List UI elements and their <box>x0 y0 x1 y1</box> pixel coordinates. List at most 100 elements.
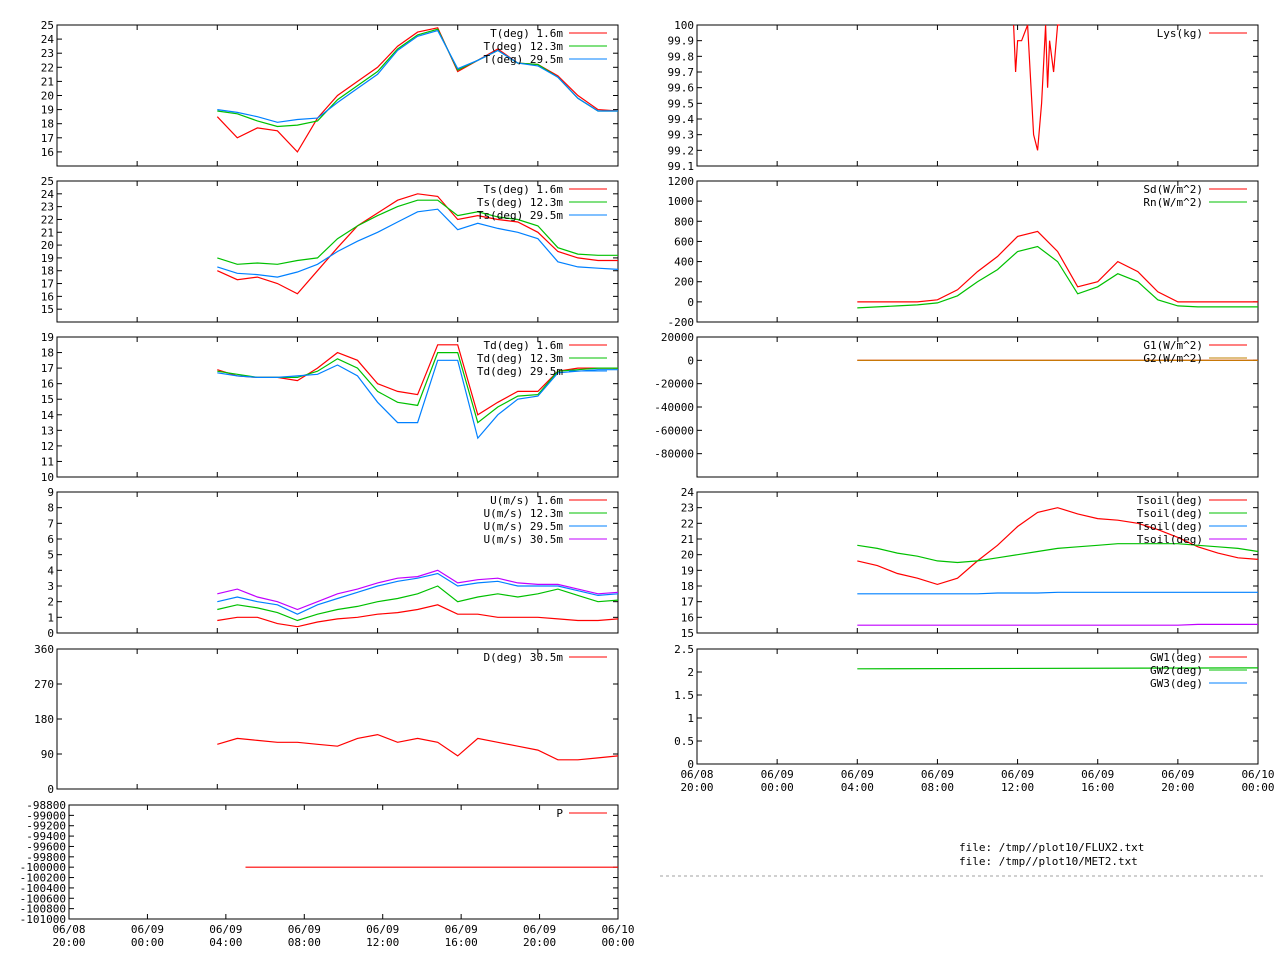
legend-label: Sd(W/m^2) <box>1143 183 1203 196</box>
y-tick-label: 20 <box>681 549 694 562</box>
x-tick-date: 06/09 <box>761 768 794 781</box>
x-tick-time: 20:00 <box>52 936 85 949</box>
y-tick-label: -99400 <box>26 830 66 843</box>
y-tick-label: 18 <box>41 118 54 131</box>
plot-frame <box>56 180 619 323</box>
legend-label: GW3(deg) <box>1150 677 1203 690</box>
legend-label: P <box>556 807 563 820</box>
y-tick-label: 400 <box>674 256 694 269</box>
series-line <box>217 604 619 628</box>
series-line <box>1013 24 1060 151</box>
series-line <box>857 245 1258 309</box>
series-line <box>857 543 1259 564</box>
y-tick-label: 1000 <box>668 195 695 208</box>
y-tick-label: -60000 <box>654 424 694 437</box>
y-tick-label: 800 <box>674 215 694 228</box>
y-tick-label: 19 <box>41 331 54 344</box>
y-tick-label: 99.9 <box>668 35 695 48</box>
y-tick-label: 22 <box>681 517 694 530</box>
series-line <box>217 569 619 611</box>
legend-label: Td(deg) 1.6m <box>484 339 564 352</box>
chart-panel-11: 00.511.522.506/0820:0006/0900:0006/0904:… <box>674 643 1274 794</box>
y-tick-label: 18 <box>41 265 54 278</box>
y-tick-label: 2.5 <box>674 643 694 656</box>
y-tick-label: -99600 <box>26 840 66 853</box>
y-tick-label: -98800 <box>26 799 66 812</box>
y-tick-label: 12 <box>41 440 54 453</box>
y-tick-label: 22 <box>41 61 54 74</box>
y-tick-label: -99000 <box>26 809 66 822</box>
y-tick-label: 13 <box>41 424 54 437</box>
y-tick-label: 24 <box>41 188 55 201</box>
legend-label: Tsoil(deg) <box>1137 494 1203 507</box>
legend-label: Ts(deg) 1.6m <box>484 183 564 196</box>
y-tick-label: 0 <box>687 354 694 367</box>
y-tick-label: 15 <box>41 303 54 316</box>
plot-frame <box>696 24 1259 167</box>
x-tick-time: 20:00 <box>1161 781 1194 794</box>
y-tick-label: 9 <box>47 486 54 499</box>
x-tick-time: 16:00 <box>1081 781 1114 794</box>
legend-label: U(m/s) 1.6m <box>490 494 563 507</box>
x-tick-date: 06/09 <box>366 923 399 936</box>
chart-panel-8: -200 0 200 400 600 800 1000 1200 Sd(W/m^2)Rn(W/m… <box>668 175 1259 329</box>
series-line <box>217 199 618 265</box>
y-tick-label: 21 <box>41 75 54 88</box>
x-tick-time: 08:00 <box>288 936 321 949</box>
y-tick-label: 21 <box>681 533 694 546</box>
x-tick-time: 12:00 <box>1001 781 1034 794</box>
x-tick-date: 06/09 <box>523 923 556 936</box>
series-line <box>217 29 618 123</box>
series-line <box>857 230 1258 303</box>
file-label-met: file: /tmp//plot10/MET2.txt <box>959 855 1138 868</box>
series-line <box>217 733 619 761</box>
y-tick-label: 22 <box>41 213 54 226</box>
y-tick-label: 600 <box>674 235 694 248</box>
y-tick-label: 99.8 <box>668 50 695 63</box>
y-tick-label: 99.4 <box>668 113 695 126</box>
plot-frame <box>56 648 619 790</box>
x-tick-time: 16:00 <box>445 936 478 949</box>
x-tick-date: 06/09 <box>288 923 321 936</box>
plot-frame <box>56 491 619 634</box>
x-tick-date: 06/09 <box>1161 768 1194 781</box>
y-tick-label: 200 <box>674 276 694 289</box>
y-tick-label: 23 <box>41 201 54 214</box>
legend-label: T(deg) 1.6m <box>490 27 563 40</box>
y-tick-label: 0 <box>687 758 694 771</box>
y-tick-label: 14 <box>41 409 55 422</box>
x-tick-date: 06/09 <box>131 923 164 936</box>
x-tick-date: 06/10 <box>1241 768 1274 781</box>
y-tick-label: 6 <box>47 533 54 546</box>
y-tick-label: -99200 <box>26 820 66 833</box>
series-line <box>217 359 618 440</box>
x-tick-date: 06/09 <box>1081 768 1114 781</box>
y-tick-label: 100 <box>674 19 694 32</box>
y-tick-label: 0.5 <box>674 735 694 748</box>
legend-label: Lys(kg) <box>1157 27 1203 40</box>
legend-label: U(m/s) 30.5m <box>484 533 564 546</box>
y-tick-label: 10 <box>41 471 54 484</box>
y-tick-label: 20 <box>41 90 54 103</box>
y-tick-label: 2 <box>47 596 54 609</box>
x-tick-date: 06/09 <box>921 768 954 781</box>
x-tick-date: 06/08 <box>680 768 713 781</box>
y-tick-label: -200 <box>668 316 695 329</box>
plot-frame <box>696 491 1259 634</box>
y-tick-label: 1.5 <box>674 689 694 702</box>
y-tick-label: 0 <box>47 783 54 796</box>
y-tick-label: 180 <box>34 713 54 726</box>
y-tick-label: 99.1 <box>668 160 695 173</box>
y-tick-label: 7 <box>47 517 54 530</box>
series-line <box>217 193 618 295</box>
y-tick-label: 20000 <box>661 331 694 344</box>
legend-label: GW2(deg) <box>1150 664 1203 677</box>
series-line <box>857 667 1259 670</box>
x-tick-date: 06/09 <box>841 768 874 781</box>
y-tick-label: -101000 <box>20 913 66 926</box>
y-tick-label: 8 <box>47 502 54 515</box>
y-tick-label: 1 <box>47 611 54 624</box>
series-line <box>857 507 1259 586</box>
